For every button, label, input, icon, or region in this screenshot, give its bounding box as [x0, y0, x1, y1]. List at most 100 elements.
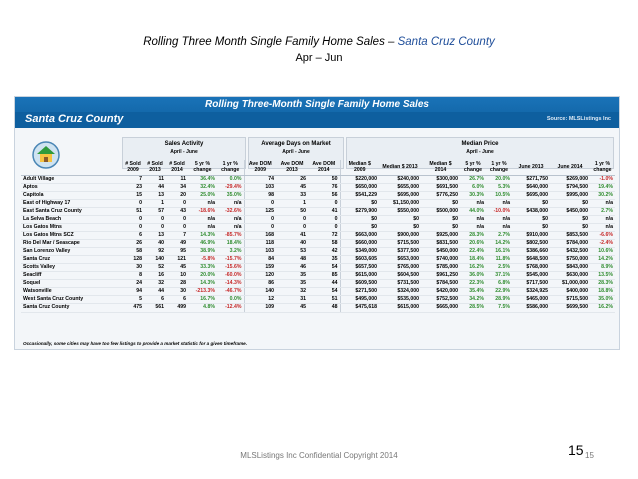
table-row: Los Gatos Mtns SCZ 6 13 7 14.3% -85.7% 168 41 72… [21, 231, 615, 240]
page-number-large: 15 [568, 442, 584, 458]
table-cell: 28 [166, 279, 188, 288]
table-cell: 23 [122, 183, 144, 192]
table-cell: $640,000 [512, 183, 550, 192]
table-cell: 7.5% [486, 302, 512, 313]
table-cell: n/a [217, 199, 244, 208]
row-label: Aptos [21, 183, 122, 192]
table-cell: 35 [308, 255, 340, 264]
table-cell: 159 [243, 263, 276, 272]
table-cell: 6.0% [460, 183, 486, 192]
table-cell: $450,000 [421, 247, 460, 256]
table-cell: 25.0% [188, 191, 217, 200]
table-row: Los Gatos Mtns 0 0 0 n/a n/a 0 0 0 $0 $0 $0 n/a n/a $0… [21, 223, 615, 232]
table-cell: 10.6% [590, 247, 615, 256]
table-cell: 28.5% [460, 302, 486, 313]
table-cell: 48 [308, 302, 340, 313]
table-row: Santa Cruz 128 140 121 -5.8% -15.7% 84 48 35 $603… [21, 255, 615, 264]
table-cell: -14.3% [217, 279, 244, 288]
table-cell: $961,250 [421, 271, 460, 280]
table-cell: -46.7% [217, 287, 244, 296]
table-cell: $541,229 [339, 191, 379, 200]
table-cell: 16.1% [486, 247, 512, 256]
table-row: Rio Del Mar / Seascape 26 40 49 46.9% 18.4% 11… [21, 239, 615, 248]
table-cell: 36.0% [460, 271, 486, 280]
table-cell: $271,750 [512, 175, 550, 184]
table-cell: 0 [308, 215, 340, 224]
table-cell: 0 [243, 223, 276, 232]
table-cell: 6 [166, 295, 188, 304]
slide-title-prefix: Rolling Three Month Single Family Home S… [143, 36, 398, 48]
table-cell: 32.4% [188, 183, 217, 192]
table-cell: $0 [550, 215, 590, 224]
table-cell: 45 [166, 263, 188, 272]
table-cell: $925,000 [421, 231, 460, 240]
table-cell: 14.2% [590, 255, 615, 264]
row-label: East of Highway 17 [21, 199, 122, 208]
table-cell: 18.4% [460, 255, 486, 264]
column-header: Ave DOM 2013 [276, 160, 308, 176]
table-cell: $695,000 [379, 191, 421, 200]
table-cell: 45 [276, 302, 308, 313]
table-cell: 2.5% [486, 263, 512, 272]
table-cell: n/a [486, 199, 512, 208]
column-header: Median $ 2014 [421, 160, 460, 176]
table-cell: $220,000 [339, 175, 379, 184]
table-cell: 0 [276, 223, 308, 232]
table-cell: 35 [276, 279, 308, 288]
table-cell: 30 [166, 287, 188, 296]
row-label: San Lorenzo Valley [21, 247, 122, 256]
table-cell: 50 [276, 207, 308, 216]
table-cell: $1,150,000 [379, 199, 421, 208]
table-cell: $0 [421, 199, 460, 208]
table-cell: $653,000 [379, 255, 421, 264]
table-cell: 58 [122, 247, 144, 256]
table-cell: 0 [144, 215, 166, 224]
table-cell: 74 [243, 175, 276, 184]
table-cell: 561 [144, 302, 166, 313]
table-cell: -1.0% [590, 175, 615, 184]
table-cell: $432,500 [550, 247, 590, 256]
table-cell: $0 [339, 199, 379, 208]
table-cell: 120 [243, 271, 276, 280]
table-cell: 20.0% [188, 271, 217, 280]
table-cell: $665,000 [421, 302, 460, 313]
table-cell: $0 [512, 223, 550, 232]
table-cell: 0 [122, 215, 144, 224]
table-cell: $324,000 [379, 287, 421, 296]
table-cell: 54 [308, 263, 340, 272]
table-cell: -2.4% [590, 239, 615, 248]
table-cell: $691,500 [421, 183, 460, 192]
table-cell: 46.9% [188, 239, 217, 248]
table-cell: $0 [421, 223, 460, 232]
table-cell: 33.3% [188, 263, 217, 272]
table-cell: 28.3% [460, 231, 486, 240]
table-cell: $400,000 [550, 287, 590, 296]
table-cell: $0 [379, 215, 421, 224]
table-cell: 7 [122, 175, 144, 184]
table-cell: $660,000 [339, 239, 379, 248]
table-cell: $609,500 [339, 279, 379, 288]
table-cell: 34.2% [460, 295, 486, 304]
slide-title: Rolling Three Month Single Family Home S… [0, 36, 638, 48]
table-cell: 28.3% [590, 279, 615, 288]
table-cell: 22.3% [460, 279, 486, 288]
table-cell: 42 [308, 247, 340, 256]
table-cell: 44 [144, 287, 166, 296]
header-blank [21, 160, 122, 176]
table-cell: 128 [122, 255, 144, 264]
table-cell: $465,000 [512, 295, 550, 304]
row-label: East Santa Cruz County [21, 207, 122, 216]
table-banner: Rolling Three-Month Single Family Home S… [15, 97, 619, 128]
table-total-row: Santa Cruz County 475 561 499 4.8% -12.4% 109 4… [21, 302, 615, 313]
table-row: Seacliff 8 16 10 20.0% -60.0% 120 35 85 $615,000 $… [21, 271, 615, 280]
table-cell: 95 [166, 247, 188, 256]
table-cell: 35 [276, 271, 308, 280]
table-cell: 94 [122, 287, 144, 296]
table-cell: $300,000 [421, 175, 460, 184]
table-cell: 32 [144, 279, 166, 288]
table-cell: n/a [217, 223, 244, 232]
table-cell: 4.8% [188, 302, 217, 313]
table-cell: 20.0% [486, 175, 512, 184]
table-cell: $535,000 [379, 295, 421, 304]
table-cell: $630,000 [550, 271, 590, 280]
